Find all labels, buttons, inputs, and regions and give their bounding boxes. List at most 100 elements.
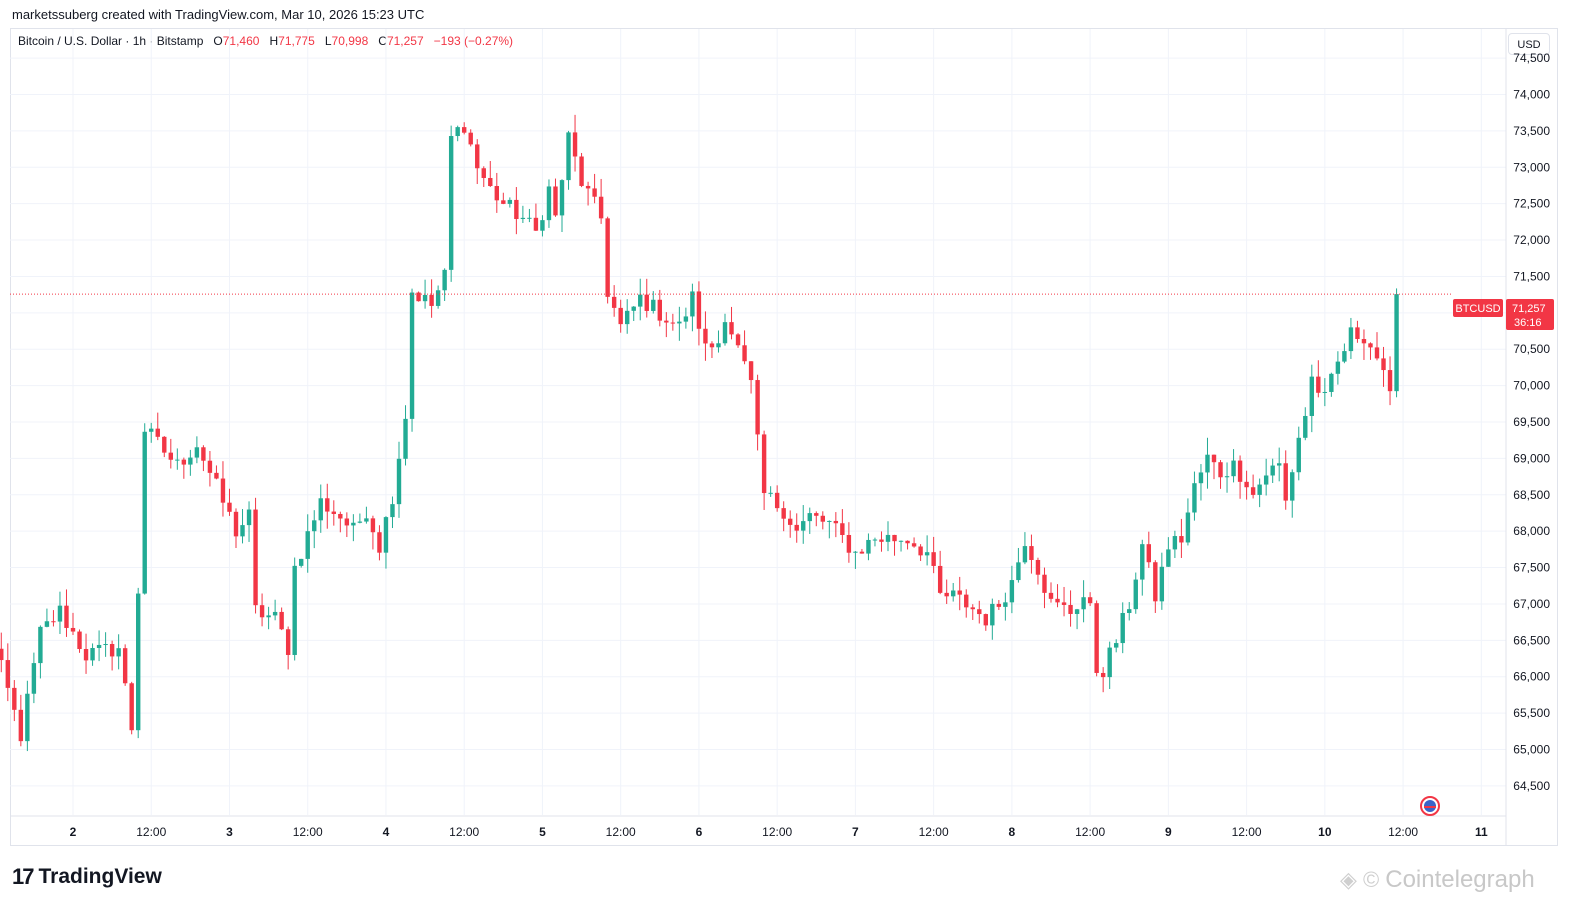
candle (716, 330, 721, 353)
price-axis[interactable]: 64,500 65,000 65,500 66,000 66,500 67,000 67,5… (1513, 51, 1550, 793)
candle (514, 187, 519, 235)
candle (683, 307, 689, 329)
candle-body (455, 127, 460, 137)
legend-symbol[interactable]: Bitcoin / U.S. Dollar · 1h · Bitstamp (18, 34, 204, 48)
candle (696, 281, 702, 346)
candle-body (279, 611, 284, 630)
candle (279, 607, 284, 631)
tradingview-logo[interactable]: 17 TradingView (12, 864, 162, 890)
candle (1074, 608, 1080, 630)
candle (259, 593, 265, 627)
legend-low-label: L (324, 34, 332, 48)
candle-body (1140, 544, 1145, 580)
candle (1016, 547, 1021, 583)
candle (1022, 532, 1028, 565)
candle (201, 445, 206, 472)
candle-body (533, 217, 539, 231)
candle-body (1192, 483, 1197, 513)
candle-body (905, 540, 910, 544)
candle (1029, 534, 1034, 574)
time-tick-label: 12:00 (136, 825, 166, 839)
candle-body (514, 199, 519, 220)
candle-body (422, 294, 428, 302)
candle (240, 509, 245, 544)
candle (507, 197, 513, 208)
candle-body (846, 534, 852, 553)
candle-body (1387, 370, 1393, 392)
price-tick-label: 70,500 (1513, 342, 1550, 356)
candle-body (155, 428, 160, 437)
candle (1166, 537, 1171, 567)
candle-body (761, 434, 767, 494)
candle (377, 525, 382, 561)
candle (1394, 288, 1399, 398)
candle-body (527, 217, 532, 219)
candle-body (833, 520, 839, 524)
flag-icon[interactable] (1420, 796, 1440, 816)
candle-body (1303, 415, 1308, 438)
candle-body (1022, 546, 1028, 563)
price-tick-label: 65,000 (1513, 743, 1550, 757)
candle (1244, 470, 1249, 500)
candle-body (1270, 465, 1275, 476)
candle (631, 306, 636, 322)
candle-body (96, 644, 102, 648)
time-tick-label: 12:00 (606, 825, 636, 839)
candle-body (207, 460, 213, 473)
candle (1322, 378, 1328, 407)
candle (1172, 530, 1178, 559)
candle-body (1133, 579, 1138, 610)
candle (1198, 464, 1204, 501)
candle-body (318, 498, 323, 521)
candle (1348, 317, 1354, 359)
candle (1114, 639, 1119, 653)
candle (807, 507, 812, 534)
candle-body (546, 186, 552, 221)
candle-body (259, 605, 265, 618)
candle (788, 510, 793, 538)
candle-body (690, 291, 695, 317)
candle-body (142, 431, 147, 594)
candle-body (488, 177, 493, 187)
candle (625, 299, 630, 334)
candle (644, 278, 649, 318)
candle-body (1374, 347, 1380, 359)
candle (318, 484, 323, 533)
candle-body (149, 428, 154, 432)
price-tick-label: 70,000 (1513, 379, 1550, 393)
candle (703, 311, 708, 361)
candle-body (625, 310, 630, 325)
candle-body (1120, 612, 1125, 644)
currency-button[interactable]: USD (1508, 33, 1550, 55)
candle (116, 634, 121, 670)
candle-body (611, 296, 617, 308)
price-tick-label: 69,500 (1513, 415, 1550, 429)
candle (846, 522, 852, 563)
candle (435, 285, 441, 309)
candle (1159, 552, 1165, 610)
candle-body (90, 647, 95, 661)
candle (96, 630, 102, 662)
candle (338, 511, 343, 533)
candle (774, 485, 780, 512)
legend-low-value: 70,998 (331, 34, 369, 48)
candle (1061, 586, 1067, 617)
candle (964, 589, 969, 618)
candle (409, 288, 415, 432)
candle-body (442, 269, 447, 291)
time-axis[interactable]: 2 12:00 3 12:00 4 12:00 5 12:00 6 12:00 7 12:00 8 12:… (70, 825, 1488, 839)
candle-body (1146, 544, 1151, 563)
candle (709, 341, 715, 359)
candle-body (1250, 487, 1256, 495)
candle-body (299, 558, 304, 566)
candle (370, 515, 376, 550)
candle-body (755, 380, 760, 435)
candle (162, 436, 167, 458)
candle (442, 268, 447, 302)
candle (501, 192, 506, 205)
candle-body (788, 518, 793, 525)
candle-body (83, 649, 89, 661)
candle (605, 216, 610, 304)
candle (1009, 565, 1015, 614)
